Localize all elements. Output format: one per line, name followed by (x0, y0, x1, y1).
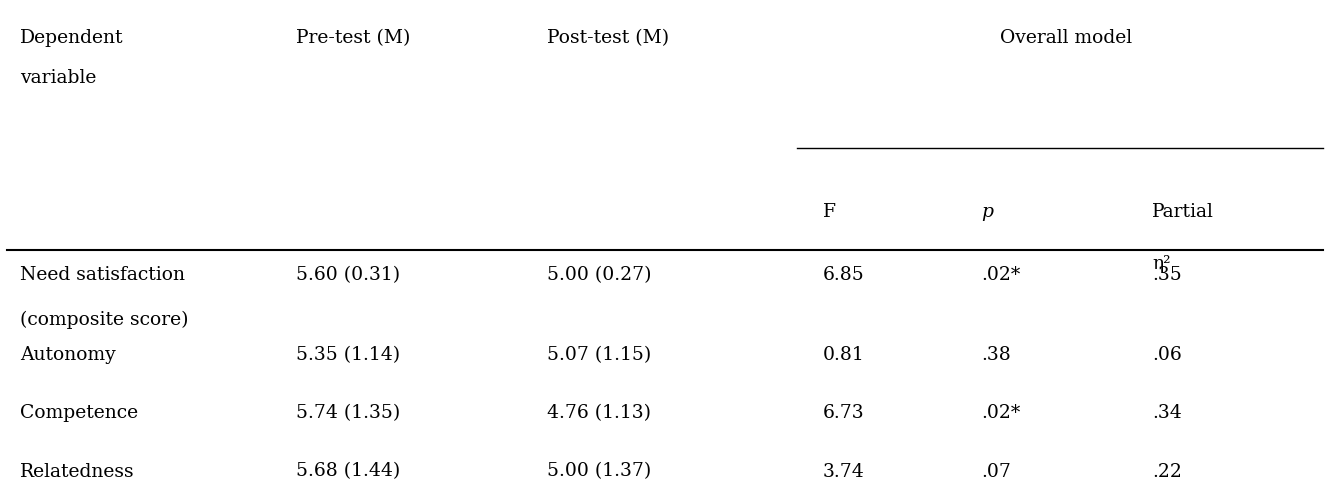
Text: Overall model: Overall model (1000, 29, 1132, 47)
Text: 5.60 (0.31): 5.60 (0.31) (297, 266, 400, 284)
Text: .02*: .02* (980, 266, 1020, 284)
Text: (composite score): (composite score) (20, 311, 189, 329)
Text: 5.07 (1.15): 5.07 (1.15) (547, 347, 650, 364)
Text: p: p (980, 204, 994, 222)
Text: Competence: Competence (20, 404, 138, 422)
Text: 3.74: 3.74 (823, 463, 864, 481)
Text: Need satisfaction: Need satisfaction (20, 266, 185, 284)
Text: Post-test (M): Post-test (M) (547, 29, 669, 47)
Text: .02*: .02* (980, 404, 1020, 422)
Text: Relatedness: Relatedness (20, 463, 134, 481)
Text: Pre-test (M): Pre-test (M) (297, 29, 411, 47)
Text: F: F (823, 204, 837, 222)
Text: 4.76 (1.13): 4.76 (1.13) (547, 404, 650, 422)
Text: Autonomy: Autonomy (20, 347, 116, 364)
Text: 6.85: 6.85 (823, 266, 864, 284)
Text: 6.73: 6.73 (823, 404, 864, 422)
Text: Dependent: Dependent (20, 29, 124, 47)
Text: .38: .38 (980, 347, 1011, 364)
Text: .06: .06 (1152, 347, 1182, 364)
Text: .07: .07 (980, 463, 1011, 481)
Text: 0.81: 0.81 (823, 347, 864, 364)
Text: 5.35 (1.14): 5.35 (1.14) (297, 347, 400, 364)
Text: .34: .34 (1152, 404, 1182, 422)
Text: 5.74 (1.35): 5.74 (1.35) (297, 404, 400, 422)
Text: Partial: Partial (1152, 204, 1214, 222)
Text: 5.00 (0.27): 5.00 (0.27) (547, 266, 652, 284)
Text: .22: .22 (1152, 463, 1182, 481)
Text: variable: variable (20, 69, 97, 87)
Text: 5.68 (1.44): 5.68 (1.44) (297, 463, 400, 481)
Text: η²: η² (1152, 255, 1170, 273)
Text: .35: .35 (1152, 266, 1182, 284)
Text: 5.00 (1.37): 5.00 (1.37) (547, 463, 650, 481)
